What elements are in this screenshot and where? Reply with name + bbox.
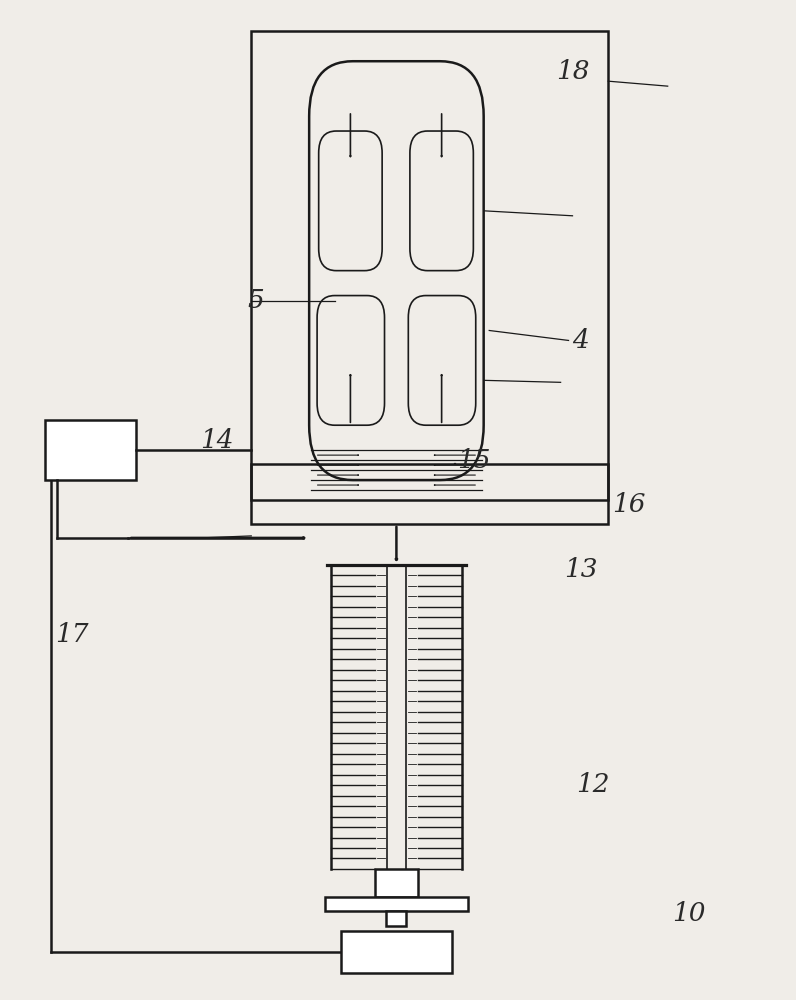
Text: 16: 16 [612,492,646,517]
Bar [325,897,468,911]
Text: 12: 12 [576,772,610,797]
Text: 4: 4 [572,328,589,353]
Bar [341,931,452,973]
Bar [252,31,608,500]
Text: 17: 17 [56,622,89,647]
Bar [387,911,406,926]
Bar [252,464,608,524]
Text: 10: 10 [672,901,705,926]
Text: 18: 18 [556,59,590,84]
Bar [375,869,418,897]
Text: 13: 13 [564,557,598,582]
Text: 5: 5 [248,288,264,313]
Text: 14: 14 [200,428,233,453]
Bar [45,420,136,480]
Text: 15: 15 [458,448,491,473]
